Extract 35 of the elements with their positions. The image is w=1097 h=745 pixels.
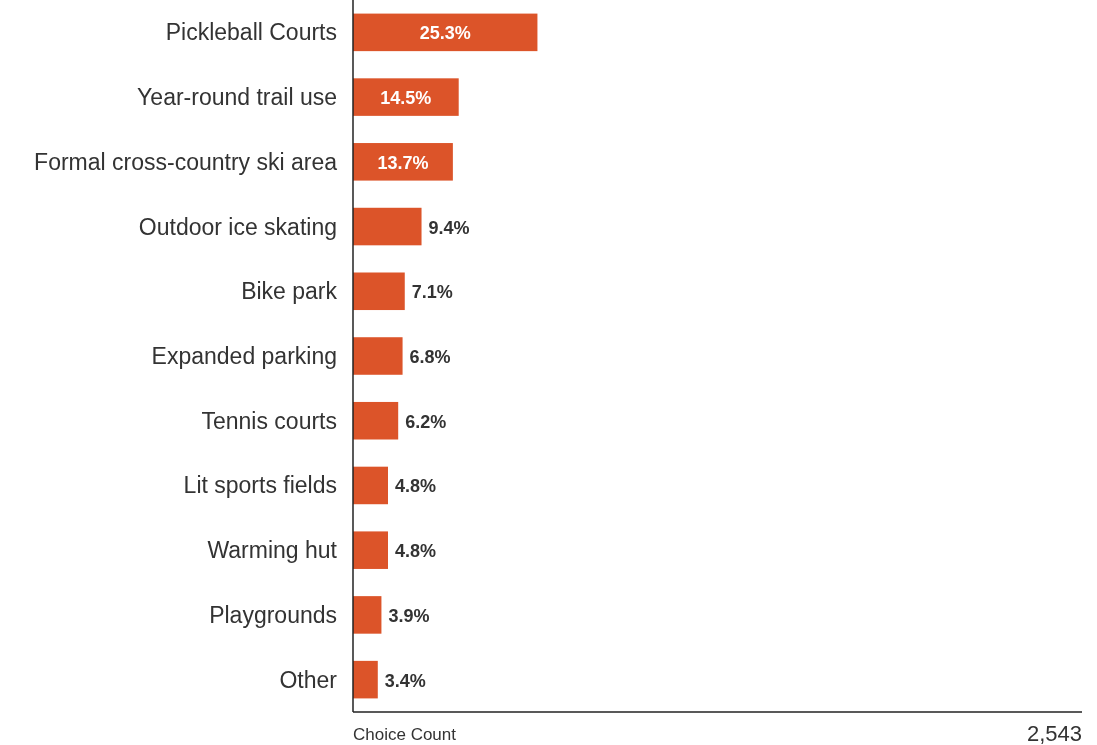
bar: [353, 337, 403, 375]
y-tick-label: Outdoor ice skating: [138, 213, 337, 240]
x-axis-title: Choice Count: [353, 725, 457, 744]
data-label: 4.8%: [394, 541, 437, 562]
data-label: 4.8%: [394, 476, 437, 497]
text: 2,543: [1026, 721, 1082, 745]
data-label: 3.9%: [388, 605, 430, 626]
y-tick-label: Playgrounds: [209, 601, 337, 628]
bar: [353, 596, 382, 634]
data-label: 6.8%: [409, 347, 451, 367]
y-tick-label: Lit sports fields: [183, 472, 337, 499]
y-tick-label: Expanded parking: [151, 343, 337, 369]
y-tick-label: Formal cross-country ski area: [34, 148, 338, 175]
data-label: 9.4%: [428, 217, 470, 238]
y-tick-label: Pickleball Courts: [165, 19, 337, 46]
bar: [353, 531, 388, 569]
data-label: 7.1%: [411, 282, 453, 303]
bar: [353, 466, 388, 505]
y-tick-label: Year-round trail use: [137, 84, 337, 111]
data-label: 13.7%: [377, 152, 429, 173]
y-tick-label: Warming hut: [207, 537, 338, 564]
bar: [353, 272, 405, 311]
bar: [353, 78, 459, 116]
bar: [353, 660, 378, 699]
bar: [353, 13, 538, 52]
bar: [353, 143, 453, 181]
y-tick-label: Tennis courts: [201, 407, 337, 434]
y-tick-label: Bike park: [241, 278, 338, 305]
bar: [353, 207, 422, 246]
y-tick-label: Other: [279, 666, 338, 693]
data-label: 14.5%: [380, 88, 432, 109]
data-label: 3.4%: [384, 670, 426, 691]
data-label: 6.2%: [405, 411, 447, 432]
bar: [353, 401, 399, 440]
data-label: 25.3%: [419, 23, 471, 44]
